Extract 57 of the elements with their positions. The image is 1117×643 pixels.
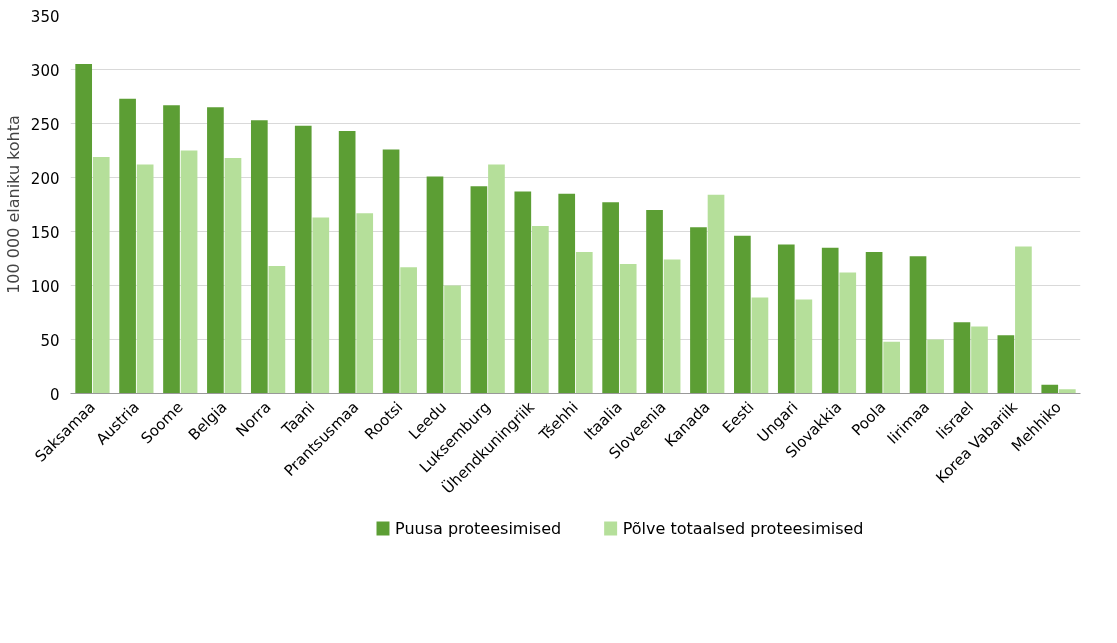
bar bbox=[690, 227, 707, 394]
bar bbox=[224, 158, 242, 394]
bar bbox=[400, 267, 417, 394]
bar bbox=[338, 131, 356, 394]
bar bbox=[356, 213, 374, 394]
bar bbox=[909, 256, 927, 394]
bar bbox=[839, 272, 857, 394]
bar bbox=[602, 202, 619, 394]
y-tick-label: 350 bbox=[30, 7, 60, 26]
y-tick-label: 300 bbox=[30, 61, 60, 80]
bar bbox=[532, 226, 549, 394]
bar bbox=[136, 164, 154, 394]
bar bbox=[558, 193, 576, 394]
bar bbox=[119, 98, 136, 394]
bar bbox=[514, 191, 532, 394]
bar bbox=[92, 156, 110, 394]
bar bbox=[971, 326, 988, 394]
bar bbox=[163, 105, 180, 394]
bar bbox=[777, 244, 795, 394]
bar bbox=[294, 125, 312, 394]
bar bbox=[865, 252, 883, 394]
bar bbox=[734, 235, 751, 394]
y-tick-label: 100 bbox=[30, 277, 60, 296]
bar bbox=[1015, 246, 1032, 394]
bar bbox=[1058, 389, 1076, 394]
bar bbox=[646, 209, 663, 394]
bar bbox=[250, 120, 268, 394]
bar bbox=[1041, 384, 1059, 394]
legend-label: Puusa proteesimised bbox=[395, 519, 562, 538]
bar bbox=[268, 266, 286, 394]
bar bbox=[751, 297, 769, 394]
bar bbox=[207, 107, 224, 394]
bar bbox=[883, 341, 901, 394]
bar bbox=[663, 259, 681, 394]
bar bbox=[707, 194, 725, 394]
y-tick-label: 0 bbox=[49, 385, 60, 404]
bar bbox=[997, 335, 1015, 394]
y-tick-label: 50 bbox=[40, 331, 60, 350]
y-tick-label: 150 bbox=[30, 223, 60, 242]
y-tick-label: 250 bbox=[30, 115, 60, 134]
bar bbox=[426, 176, 444, 394]
bar bbox=[795, 299, 813, 394]
bar bbox=[927, 339, 944, 394]
bar bbox=[953, 322, 971, 394]
bar bbox=[75, 64, 93, 394]
bar bbox=[619, 263, 637, 394]
bar bbox=[821, 247, 839, 394]
y-tick-label: 200 bbox=[30, 169, 60, 188]
bar bbox=[180, 150, 198, 394]
bar bbox=[312, 217, 330, 394]
bar bbox=[444, 285, 461, 394]
bar bbox=[488, 164, 505, 394]
bar bbox=[382, 149, 400, 394]
bar bbox=[575, 252, 593, 394]
y-axis-title: 100 000 elaniku kohta bbox=[3, 115, 23, 294]
legend-label: Põlve totaalsed proteesimised bbox=[622, 519, 864, 538]
bar bbox=[470, 186, 488, 394]
